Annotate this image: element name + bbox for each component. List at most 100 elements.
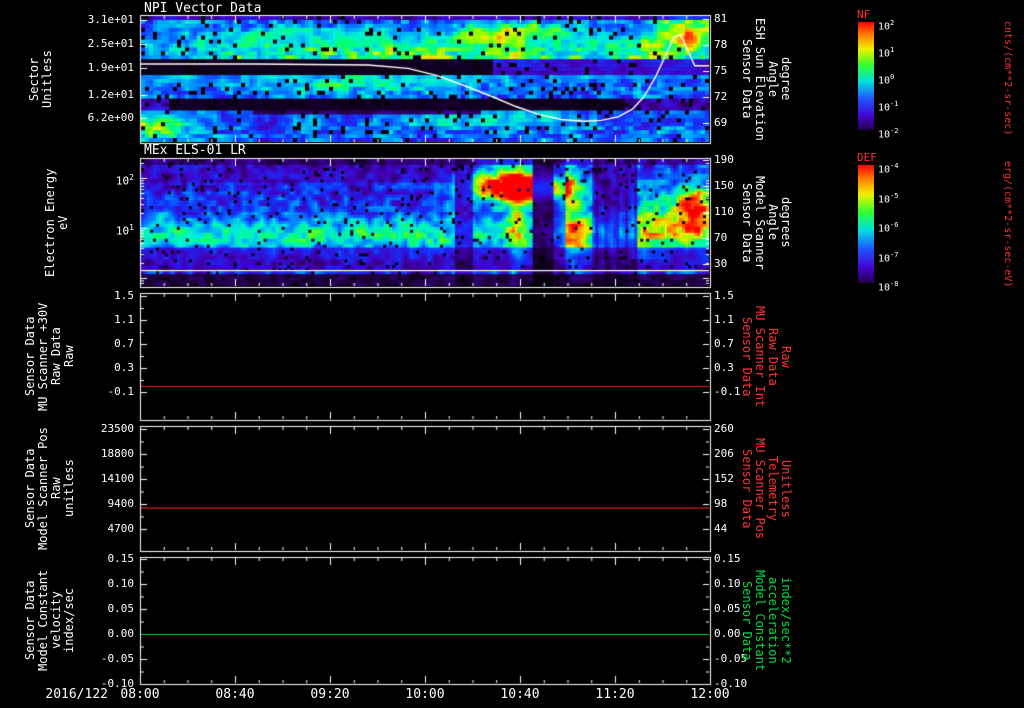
exponent: 2 [890, 19, 895, 27]
right-tick-label: 69 [714, 116, 728, 129]
nf-colorbar-label: NF [857, 8, 871, 21]
left-tick-label: 23500 [100, 422, 134, 435]
colorbar-tick-label: 10-8 [878, 280, 899, 294]
axis-label-line: MU Scanner Pos [753, 437, 767, 540]
axis-label-line: eV [56, 215, 70, 230]
right-axis-label: Sensor Data MU Scanner Int Raw Data Raw [740, 294, 793, 419]
def-colorbar-label: DEF [857, 151, 877, 164]
axis-label-line: index/sec [62, 587, 76, 654]
right-tick-label: 1.5 [714, 289, 734, 302]
right-tick-label: 152 [714, 472, 734, 485]
right-tick-label: 0.00 [714, 627, 741, 640]
time-tick-label: 08:40 [215, 687, 255, 702]
exponent: 0 [890, 73, 895, 81]
def-colorbar-units: erg/(cm**2-sr-sec-eV) [1002, 160, 1013, 288]
right-tick-label: 44 [714, 522, 728, 535]
left-tick-label: 1.5 [114, 289, 134, 302]
panel1-title: NPI Vector Data [144, 1, 262, 16]
time-tick-label: 08:00 [120, 687, 160, 702]
time-tick-label: 09:20 [310, 687, 350, 702]
right-tick-label: 30 [714, 257, 728, 270]
exponent: -7 [890, 250, 899, 259]
colorbar-tick-label: 100 [878, 73, 895, 87]
colorbar-tick-label: 102 [878, 19, 895, 33]
axis-label-line: Raw [779, 345, 793, 368]
axis-label-line: Model Constant [753, 569, 767, 672]
left-tick-label: 0.10 [107, 577, 135, 590]
right-tick-label: 78 [714, 38, 728, 51]
left-axis-label: Sensor Data Model Constant velocity index/s… [23, 558, 76, 683]
time-tick-label: 12:00 [690, 687, 730, 702]
right-tick-label: -0.1 [714, 385, 741, 398]
axis-label-line: Angle [766, 60, 780, 98]
colorbar-tick-label: 10-7 [878, 250, 899, 264]
time-tick-label: 10:40 [500, 687, 540, 702]
axis-label-line: Model Scanner [753, 175, 767, 270]
left-tick-label: 0.00 [107, 627, 135, 640]
left-axis-label: Sensor Data Model Scanner Pos Raw unitless [23, 427, 76, 550]
colorbar-tick-label: 10-1 [878, 100, 899, 114]
colorbar-tick-label: 10-5 [878, 191, 899, 205]
right-tick-label: 190 [714, 153, 734, 166]
exponent: -6 [890, 221, 899, 229]
axis-label-line: unitless [62, 459, 76, 518]
axis-label-line: degrees [779, 197, 793, 248]
time-tick-label: 10:00 [405, 687, 445, 702]
left-tick-label: 0.3 [114, 361, 134, 374]
exponent: 1 [890, 46, 895, 54]
left-tick-label: -0.10 [100, 677, 134, 690]
right-tick-label: 81 [714, 12, 728, 25]
axis-label-line: MU Scanner Int [753, 305, 767, 408]
right-tick-label: 1.1 [714, 313, 734, 326]
nf-colorbar [858, 22, 874, 130]
exponent: -1 [890, 100, 899, 108]
left-tick-label: -0.05 [100, 652, 134, 665]
axis-label-line: Unitless [40, 50, 54, 108]
time-tick-label: 11:20 [595, 687, 635, 702]
right-tick-label: 110 [714, 205, 734, 218]
right-axis-label: Sensor Data Model Scanner Angle degrees [740, 159, 793, 286]
right-tick-label: 72 [714, 90, 728, 103]
right-tick-label: -0.10 [714, 677, 748, 690]
axis-label-line: Sensor Data [740, 448, 754, 529]
nf-colorbar-units: cnts/(cm**2-sr-sec) [1002, 20, 1013, 136]
left-tick-label: 0.05 [107, 602, 135, 615]
left-axis-label: Sensor Data MU Scanner +30V Raw Data Raw [23, 294, 76, 419]
exponent: -8 [890, 280, 899, 288]
axis-label-line: Sensor Data [740, 182, 754, 263]
axis-label-line: degree [779, 57, 793, 101]
left-tick-label: 6.2e+00 [87, 111, 134, 124]
right-axis-label: Sensor Data ESH Sun Elevation Angle degree [740, 16, 793, 142]
right-tick-label: 206 [714, 447, 734, 460]
right-axis-label: Sensor Data MU Scanner Pos Telemetry Unitle… [740, 427, 793, 550]
left-tick-label: -0.1 [107, 385, 135, 398]
exponent: -5 [890, 191, 899, 200]
right-tick-label: 75 [714, 64, 728, 77]
axis-label-line: Sensor Data [740, 39, 754, 119]
left-tick-label: 1.2e+01 [87, 88, 134, 101]
axis-label-line: Telemetry [766, 455, 780, 522]
axis-label-line: acceleration [766, 577, 780, 664]
right-tick-label: 70 [714, 231, 728, 244]
left-axis-label: Sector Unitless [27, 16, 54, 142]
left-tick-label: 4700 [107, 522, 135, 535]
exponent: 2 [129, 173, 134, 182]
right-tick-label: 260 [714, 422, 734, 435]
axis-label-line: ESH Sun Elevation [753, 17, 767, 141]
right-tick-label: 0.7 [714, 337, 734, 350]
right-tick-label: 0.05 [714, 602, 741, 615]
left-tick-label: 101 [115, 223, 134, 238]
colorbar-tick-label: 10-4 [878, 162, 899, 176]
left-axis-label: Electron Energy eV [43, 159, 70, 286]
left-tick-label: 1.1 [114, 313, 134, 326]
right-tick-label: 0.3 [714, 361, 734, 374]
exponent: 1 [129, 223, 134, 232]
date-label: 2016/122 [45, 687, 108, 702]
axis-label-line: Unitless [779, 459, 793, 518]
right-axis-label: Sensor Data Model Constant acceleration ind… [740, 558, 793, 683]
axis-label-line: index/sec**2 [779, 577, 793, 664]
colorbar-tick-label: 101 [878, 46, 895, 60]
axis-label-line: Sensor Data [740, 580, 754, 661]
colorbar-tick-label: 10-6 [878, 221, 899, 235]
